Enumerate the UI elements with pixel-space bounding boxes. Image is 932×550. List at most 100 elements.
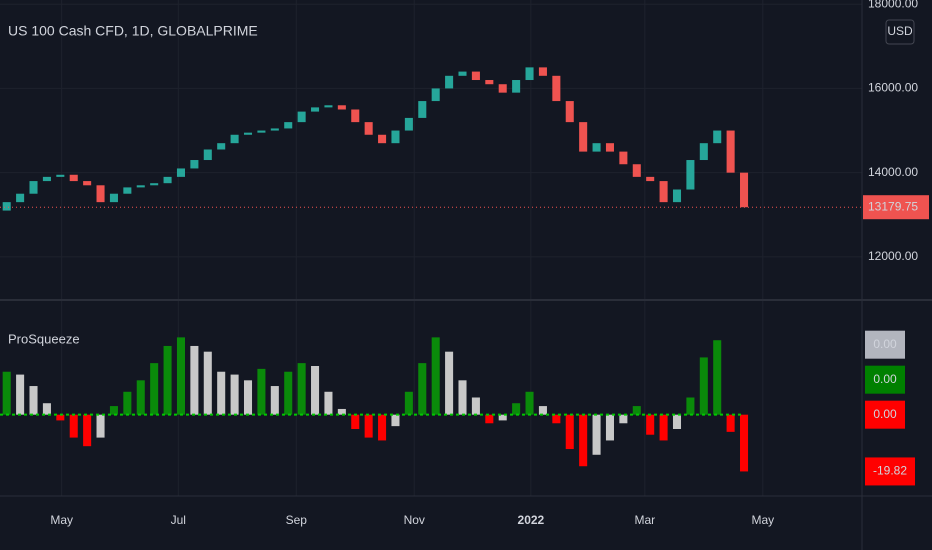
x-tick-label: May bbox=[751, 513, 774, 527]
candle-body bbox=[243, 132, 253, 135]
histogram-bar bbox=[284, 371, 293, 415]
candle-body bbox=[230, 134, 239, 144]
candle-body bbox=[552, 75, 561, 102]
histogram-bar bbox=[726, 414, 735, 432]
candle-body bbox=[713, 130, 722, 144]
candle-body bbox=[163, 176, 172, 184]
histogram-bar bbox=[243, 380, 253, 415]
candle-body bbox=[740, 172, 749, 208]
candle-body bbox=[311, 107, 320, 112]
histogram-bar bbox=[659, 414, 668, 441]
last-price-label: 13179.75 bbox=[868, 199, 918, 213]
histogram-bar bbox=[69, 414, 78, 438]
histogram-bar bbox=[150, 363, 159, 415]
y-tick-label: 16000.00 bbox=[868, 81, 918, 95]
candle-body bbox=[150, 183, 159, 186]
candle-body bbox=[270, 128, 279, 131]
histogram-bar bbox=[230, 374, 239, 415]
last-value-box bbox=[865, 365, 905, 394]
candle-body bbox=[726, 130, 735, 173]
histogram-bar bbox=[324, 391, 333, 415]
histogram-bar bbox=[257, 368, 266, 415]
histogram-bar bbox=[203, 351, 212, 415]
candle-body bbox=[136, 185, 145, 188]
histogram-bar bbox=[632, 406, 641, 415]
histogram-bar bbox=[605, 414, 614, 441]
candle-body bbox=[512, 80, 521, 93]
candle-body bbox=[351, 109, 360, 123]
candle-body bbox=[619, 151, 628, 165]
histogram-bar bbox=[485, 414, 494, 424]
x-tick-label: Sep bbox=[286, 513, 308, 527]
candle-body bbox=[431, 88, 440, 102]
candle-body bbox=[96, 185, 105, 203]
candle-body bbox=[699, 143, 708, 161]
histogram-bar bbox=[592, 414, 601, 455]
candle-body bbox=[538, 67, 547, 76]
x-tick-label: Nov bbox=[404, 513, 425, 527]
candle-body bbox=[605, 143, 614, 152]
x-tick-label: Jul bbox=[171, 513, 186, 527]
candle-body bbox=[257, 130, 266, 133]
candle-body bbox=[592, 143, 601, 152]
currency[interactable]: USD bbox=[887, 24, 913, 38]
x-tick-label: Mar bbox=[634, 513, 655, 527]
histogram-bar bbox=[351, 414, 360, 429]
candle-body bbox=[337, 105, 346, 110]
histogram-bar bbox=[579, 414, 588, 467]
histogram-bar bbox=[337, 408, 346, 415]
histogram-bar bbox=[538, 406, 547, 415]
last-value-label: 0.00 bbox=[873, 407, 897, 421]
y-tick-label: 14000.00 bbox=[868, 165, 918, 179]
histogram-bar bbox=[270, 386, 279, 415]
candle-body bbox=[458, 71, 467, 76]
candle-body bbox=[83, 181, 92, 186]
histogram-bar bbox=[42, 403, 51, 415]
histogram-bar bbox=[686, 397, 695, 415]
histogram-bar bbox=[2, 371, 11, 415]
histogram-bar bbox=[471, 397, 480, 415]
candle-body bbox=[565, 101, 574, 123]
histogram-bar bbox=[176, 337, 186, 415]
last-value-box bbox=[865, 457, 915, 486]
candle-body bbox=[498, 84, 507, 93]
histogram-bar bbox=[418, 363, 427, 415]
histogram-bar bbox=[498, 414, 507, 421]
histogram-bar bbox=[96, 414, 105, 438]
last-price-box bbox=[863, 195, 929, 220]
candle-body bbox=[672, 189, 682, 203]
histogram-bar bbox=[29, 386, 38, 415]
candle-body bbox=[485, 80, 494, 85]
candle-body bbox=[579, 122, 588, 152]
candle-body bbox=[391, 130, 400, 144]
candle-body bbox=[324, 105, 333, 108]
candle-body bbox=[16, 193, 25, 203]
candle-body bbox=[418, 101, 427, 118]
histogram-bar bbox=[552, 414, 561, 424]
histogram-bar bbox=[672, 414, 682, 429]
last-value-label: 0.00 bbox=[873, 372, 897, 386]
candle-body bbox=[525, 67, 534, 81]
histogram-bar bbox=[378, 414, 387, 441]
indicator-title: ProSqueeze bbox=[8, 331, 80, 346]
histogram-bar bbox=[391, 414, 400, 427]
currency-button[interactable] bbox=[885, 19, 915, 45]
candle-body bbox=[176, 168, 186, 177]
x-tick-label: 2022 bbox=[518, 513, 545, 527]
histogram-bar bbox=[713, 340, 722, 415]
histogram-bar bbox=[404, 391, 413, 415]
y-tick-label: 12000.00 bbox=[868, 249, 918, 263]
candle-body bbox=[445, 75, 454, 89]
histogram-bar bbox=[16, 374, 25, 415]
histogram-bar bbox=[190, 345, 199, 415]
candle-body bbox=[378, 134, 387, 144]
last-value-label: 0.00 bbox=[873, 337, 897, 351]
candle-body bbox=[686, 160, 695, 190]
histogram-bar bbox=[431, 337, 440, 415]
candle-body bbox=[659, 181, 668, 203]
candle-body bbox=[123, 187, 132, 194]
candle-body bbox=[29, 181, 38, 194]
histogram-bar bbox=[297, 363, 306, 415]
y-tick-label: 18000.00 bbox=[868, 0, 918, 10]
